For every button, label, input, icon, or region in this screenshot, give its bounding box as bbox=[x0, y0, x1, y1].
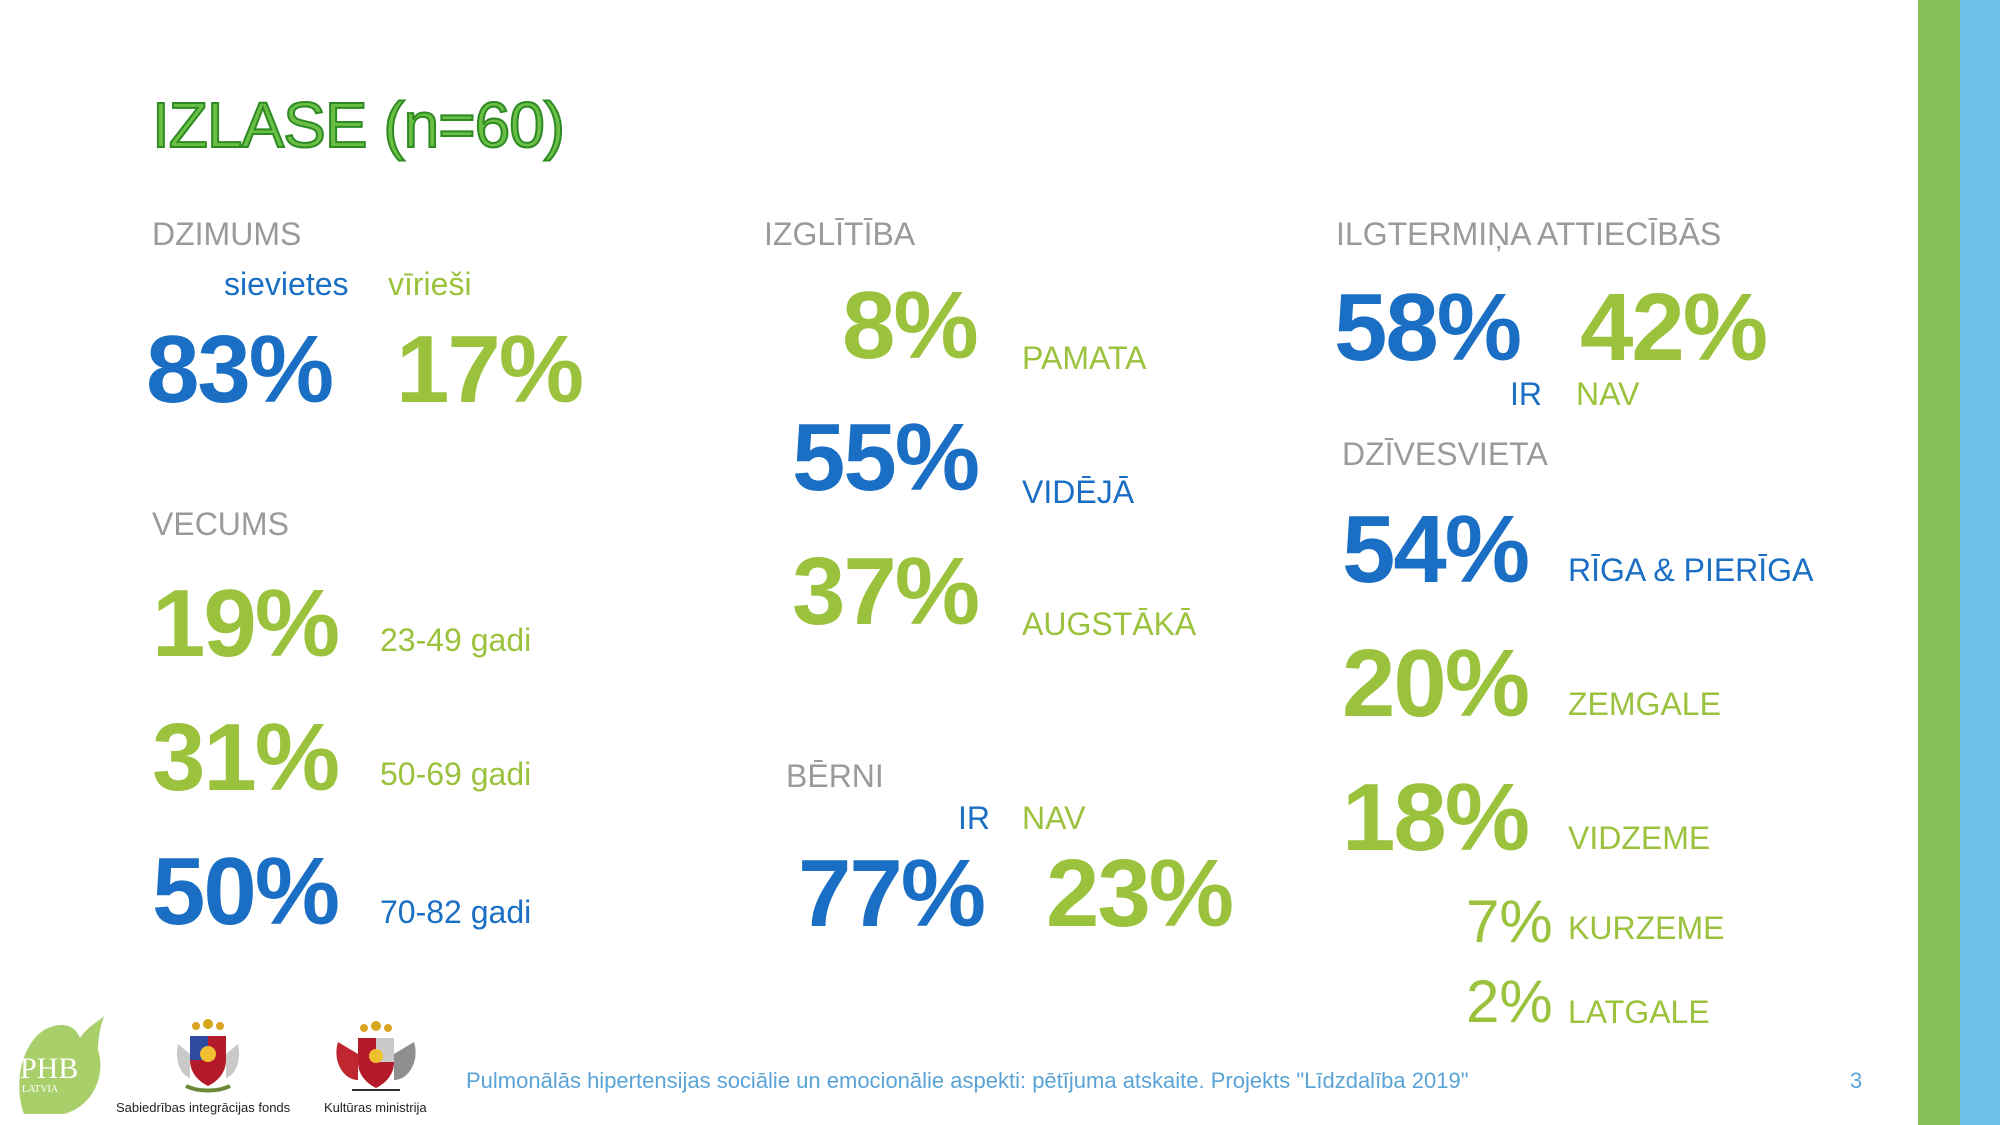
residence-row-4-pct: 7% bbox=[1466, 888, 1553, 955]
education-row-3-pct: 37% bbox=[792, 538, 980, 645]
residence-row-5-pct: 2% bbox=[1466, 968, 1553, 1035]
education-heading: IZGLĪTĪBA bbox=[764, 216, 916, 252]
residence-row-2-label: ZEMGALE bbox=[1568, 686, 1721, 722]
residence-row-1-label: RĪGA & PIERĪGA bbox=[1568, 552, 1814, 588]
age-row-1-pct: 19% bbox=[152, 570, 340, 677]
age-row-3-label: 70-82 gadi bbox=[380, 894, 532, 930]
side-bar-blue bbox=[1960, 0, 2000, 1125]
sif-caption: Sabiedrības integrācijas fonds bbox=[116, 1100, 291, 1115]
residence-heading: DZĪVESVIETA bbox=[1342, 436, 1548, 472]
age-row-1-label: 23-49 gadi bbox=[380, 622, 532, 658]
km-caption: Kultūras ministrija bbox=[324, 1100, 427, 1115]
relationship-yes-pct: 58% bbox=[1334, 274, 1522, 381]
gender-female-pct: 83% bbox=[146, 316, 334, 423]
residence-row-3-pct: 18% bbox=[1342, 764, 1530, 871]
leaf-icon bbox=[19, 1016, 105, 1114]
page-number: 3 bbox=[1850, 1068, 1863, 1093]
relationship-no-pct: 42% bbox=[1580, 274, 1768, 381]
gender-male-label: vīrieši bbox=[388, 266, 472, 302]
gender-female-label: sievietes bbox=[224, 266, 349, 302]
relationship-heading: ILGTERMIŅA ATTIECĪBĀS bbox=[1336, 216, 1722, 252]
children-yes-label: IR bbox=[958, 800, 990, 836]
education-row-1-pct: 8% bbox=[842, 272, 979, 379]
age-row-2-label: 50-69 gadi bbox=[380, 756, 532, 792]
km-coat-of-arms-icon bbox=[326, 1018, 426, 1098]
children-heading: BĒRNI bbox=[786, 758, 884, 794]
age-row-3-pct: 50% bbox=[152, 838, 340, 945]
page-title: IZLASE (n=60) bbox=[151, 88, 566, 162]
residence-row-1-pct: 54% bbox=[1342, 496, 1530, 603]
residence-row-4-label: KURZEME bbox=[1568, 910, 1725, 946]
children-yes-pct: 77% bbox=[798, 840, 986, 947]
education-row-2-label: VIDĒJĀ bbox=[1022, 474, 1135, 510]
education-row-3-label: AUGSTĀKĀ bbox=[1022, 606, 1197, 642]
phb-logo: PHB LATVIA bbox=[14, 1016, 110, 1116]
age-heading: VECUMS bbox=[152, 506, 289, 542]
children-no-pct: 23% bbox=[1046, 840, 1234, 947]
children-no-label: NAV bbox=[1022, 800, 1086, 836]
relationship-no-label: NAV bbox=[1576, 376, 1640, 412]
residence-row-2-pct: 20% bbox=[1342, 630, 1530, 737]
gender-male-pct: 17% bbox=[396, 316, 584, 423]
education-row-2-pct: 55% bbox=[792, 404, 980, 511]
education-row-1-label: PAMATA bbox=[1022, 340, 1147, 376]
residence-row-5-label: LATGALE bbox=[1568, 994, 1710, 1030]
age-row-2-pct: 31% bbox=[152, 704, 340, 811]
relationship-yes-label: IR bbox=[1510, 376, 1542, 412]
gender-heading: DZIMUMS bbox=[152, 216, 302, 252]
phb-logo-subtext: LATVIA bbox=[22, 1084, 59, 1095]
side-bar-green bbox=[1918, 0, 1960, 1125]
phb-logo-text: PHB bbox=[20, 1052, 79, 1085]
residence-row-3-label: VIDZEME bbox=[1568, 820, 1711, 856]
footer-text: Pulmonālās hipertensijas sociālie un emo… bbox=[466, 1068, 1469, 1093]
sif-coat-of-arms-icon bbox=[168, 1014, 248, 1094]
